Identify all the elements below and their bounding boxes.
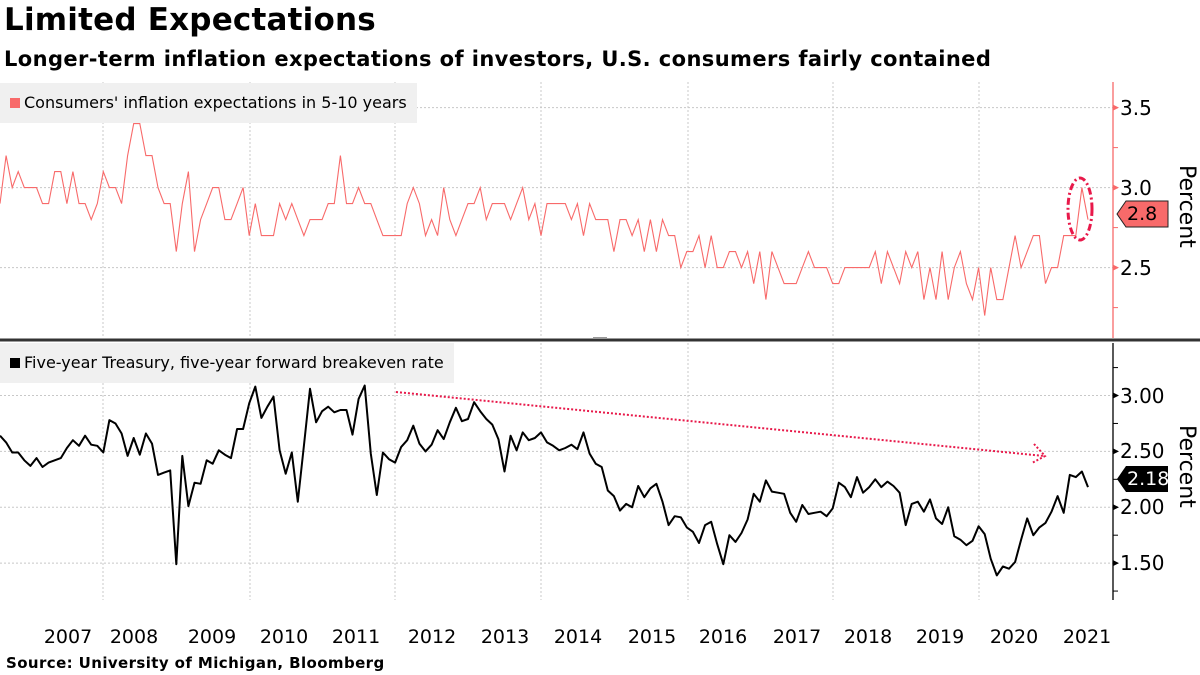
- x-tick-label: 2008: [109, 626, 159, 648]
- legend-breakeven: Five-year Treasury, five-year forward br…: [0, 343, 454, 383]
- y-tick-marker: [1113, 504, 1119, 511]
- x-tick-label: 2015: [627, 626, 677, 648]
- y-tick-label: 3.5: [1120, 95, 1152, 120]
- x-tick-label: 2012: [407, 626, 457, 648]
- x-tick-label: 2014: [553, 626, 603, 648]
- x-tick-label: 2018: [843, 626, 893, 648]
- y-tick-marker: [1113, 184, 1119, 191]
- legend-swatch-icon: [10, 98, 20, 108]
- x-tick-label: 2021: [1062, 626, 1112, 648]
- last-value-bottom: 2.18: [1127, 468, 1170, 490]
- y-tick-label: 3.00: [1120, 383, 1165, 408]
- breakeven-rate-line: [0, 384, 1089, 577]
- y-tick-marker: [1113, 560, 1119, 567]
- y-tick-marker: [1113, 448, 1119, 455]
- trend-arrow: [395, 391, 1045, 457]
- x-tick-label: 2016: [698, 626, 748, 648]
- y-tick-marker: [1113, 264, 1119, 271]
- legend-label: Five-year Treasury, five-year forward br…: [24, 353, 444, 372]
- last-value-badge-bottom: [1117, 466, 1168, 492]
- x-tick-label: 2020: [989, 626, 1039, 648]
- x-tick-label: 2009: [187, 626, 237, 648]
- x-tick-label: 2007: [43, 626, 93, 648]
- x-tick-label: 2017: [772, 626, 822, 648]
- legend-consumers: Consumers' inflation expectations in 5-1…: [0, 83, 417, 123]
- chart-subtitle: Longer-term inflation expectations of in…: [4, 47, 992, 71]
- y-tick-label: 2.5: [1120, 255, 1152, 280]
- legend-label: Consumers' inflation expectations in 5-1…: [24, 93, 407, 112]
- chart-title: Limited Expectations: [4, 2, 376, 38]
- x-tick-label: 2011: [331, 626, 381, 648]
- consumers-expectations-line: [0, 123, 1089, 316]
- pane-divider-handle[interactable]: [593, 337, 607, 339]
- last-value-badge-top: [1116, 200, 1169, 228]
- trend-arrow-head: [1031, 443, 1047, 464]
- y-tick-marker: [1113, 392, 1119, 399]
- x-tick-label: 2013: [480, 626, 530, 648]
- last-value-top: 2.8: [1127, 203, 1158, 225]
- x-tick-label: 2010: [259, 626, 309, 648]
- y-tick-label: 2.00: [1120, 495, 1165, 520]
- source-note: Source: University of Michigan, Bloomber…: [6, 654, 385, 672]
- y-tick-label: 2.50: [1120, 439, 1165, 464]
- bottom-y-axis-title: Percent: [1174, 425, 1199, 508]
- highlight-ellipse: [1066, 176, 1094, 242]
- top-y-axis-title: Percent: [1174, 165, 1199, 248]
- x-tick-label: 2019: [915, 626, 965, 648]
- y-tick-label: 3.0: [1120, 175, 1152, 200]
- y-tick-marker: [1113, 104, 1119, 111]
- y-axis-ticks: [1113, 104, 1119, 592]
- y-tick-label: 1.50: [1120, 551, 1165, 576]
- legend-swatch-icon: [10, 358, 20, 368]
